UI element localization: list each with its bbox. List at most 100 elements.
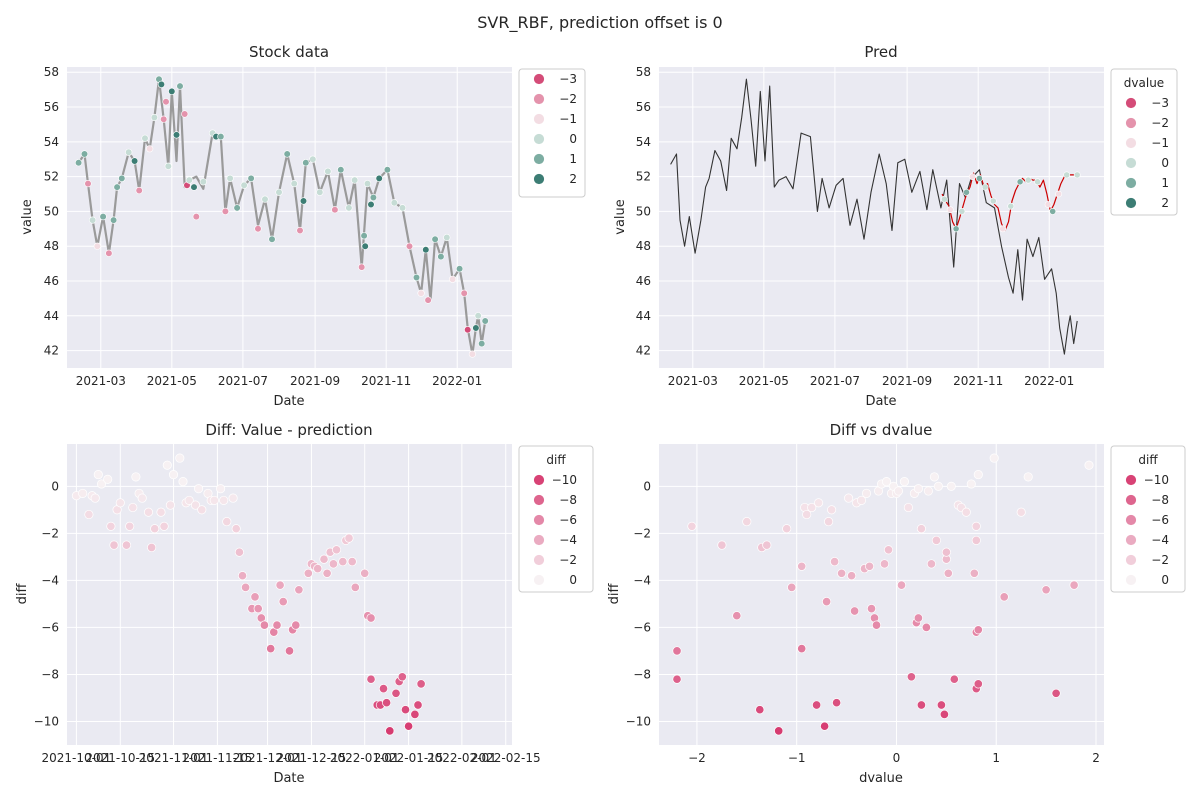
diff-dvalue-point: [943, 568, 953, 578]
pred-point: [976, 174, 983, 182]
pred-point: [1007, 202, 1015, 210]
diff-date-point: [109, 540, 119, 550]
stock-point: [157, 80, 165, 88]
diff-date-point: [322, 568, 332, 578]
diff-dvalue-legend-title: diff: [1138, 453, 1158, 467]
stock-legend-label: 1: [569, 152, 577, 166]
diff-date-point: [90, 493, 100, 503]
diff-date-x-ticks: 2021-10-012021-10-152021-11-012021-11-15…: [42, 751, 541, 765]
diff-dvalue-point: [966, 479, 976, 489]
diff-dvalue-point: [837, 568, 847, 578]
stock-point: [113, 183, 121, 191]
diff-date-point: [378, 684, 389, 694]
stock-point: [181, 110, 189, 118]
pred-prediction-line: [941, 172, 1078, 232]
diff-date-point: [347, 557, 357, 567]
diff-date-chart: 2021-10-012021-10-152021-11-012021-11-15…: [15, 421, 594, 786]
diff-date-point: [253, 604, 263, 614]
stock-point: [164, 162, 172, 170]
diff-date-point: [266, 644, 276, 654]
pred-x-tick-label: 2022-01: [1024, 374, 1074, 388]
diff-dvalue-point: [864, 561, 875, 571]
diff-dvalue-point: [732, 611, 742, 621]
stock-point: [185, 176, 193, 184]
stock-point: [424, 296, 432, 304]
diff-date-point: [194, 484, 204, 494]
diff-dvalue-point: [973, 679, 983, 689]
pred-legend-marker: [1125, 197, 1137, 209]
diff-dvalue-point: [936, 700, 946, 710]
stock-legend: −3 −2 −1 0 1 2: [518, 68, 586, 198]
diff-dvalue-y-tick-label: 0: [643, 479, 651, 493]
diff-dvalue-point: [1041, 585, 1051, 595]
diff-date-point: [294, 585, 304, 595]
stock-point: [316, 188, 324, 196]
stock-point: [168, 87, 176, 95]
stock-point: [481, 317, 489, 325]
diff-dvalue-point: [893, 486, 904, 496]
diff-date-y-label: diff: [15, 583, 30, 605]
pred-y-label: value: [613, 199, 628, 235]
stock-point: [160, 115, 168, 123]
figure-suptitle: SVR_RBF, prediction offset is 0: [477, 13, 722, 33]
diff-dvalue-point: [807, 502, 817, 513]
diff-date-point: [128, 502, 138, 513]
diff-date-point: [241, 582, 251, 592]
diff-date-plot-area: [67, 444, 512, 745]
diff-date-x-tick-label: 2022-01-01: [330, 751, 400, 765]
diff-dvalue-point: [949, 674, 959, 684]
diff-dvalue-point: [871, 620, 882, 630]
diff-date-point: [121, 540, 132, 550]
diff-date-point: [272, 620, 282, 630]
diff-dvalue-point: [916, 524, 926, 534]
pred-point: [958, 207, 966, 215]
stock-point: [283, 150, 291, 158]
diff-dvalue-legend-label: −2: [1151, 553, 1169, 567]
pred-x-tick-label: 2021-11: [953, 374, 1003, 388]
pred-y-ticks: 42 44 46 48 50 52 54 56 58: [636, 65, 651, 357]
stock-point: [290, 180, 298, 188]
diff-date-point: [313, 564, 323, 574]
diff-date-point: [231, 524, 241, 534]
diff-date-legend-marker: [533, 574, 545, 586]
pred-grid: [659, 67, 1104, 368]
diff-date-point: [78, 488, 88, 498]
diff-date-x-tick-label: 2021-10-15: [85, 751, 155, 765]
diff-dvalue-x-tick-label: 1: [992, 751, 1000, 765]
diff-dvalue-point: [929, 472, 939, 482]
stock-point: [417, 289, 425, 297]
diff-date-legend-title: diff: [546, 453, 566, 467]
diff-dvalue-point: [742, 517, 752, 527]
diff-date-point: [184, 495, 194, 505]
stock-x-tick-label: 2021-07: [218, 374, 268, 388]
stock-point: [398, 204, 407, 212]
diff-dvalue-point: [973, 625, 983, 635]
pred-x-label: Date: [865, 394, 896, 409]
diff-date-y-tick-label: −8: [41, 667, 59, 681]
diff-date-legend-label: 0: [569, 573, 577, 587]
stock-point: [190, 183, 198, 191]
pred-legend-label: 2: [1161, 196, 1169, 210]
pred-x-tick-label: 2021-05: [739, 374, 789, 388]
diff-date-point: [360, 568, 370, 578]
diff-date-x-tick-label: 2022-02-01: [427, 751, 497, 765]
stock-point: [302, 159, 310, 167]
diff-dvalue-point: [1084, 460, 1094, 470]
stock-x-tick-label: 2021-11: [361, 374, 411, 388]
diff-dvalue-point: [913, 484, 923, 494]
pred-point: [1049, 207, 1057, 215]
stock-point: [369, 193, 378, 202]
diff-dvalue-legend-label: −6: [1151, 513, 1169, 527]
diff-dvalue-point: [999, 592, 1009, 602]
stock-point: [240, 181, 248, 189]
stock-point: [247, 174, 255, 182]
diff-date-point: [259, 620, 269, 630]
diff-date-point: [96, 479, 107, 489]
diff-date-legend-label: −8: [559, 493, 577, 507]
stock-point: [337, 166, 345, 174]
pred-legend-label: −3: [1151, 96, 1169, 110]
diff-date-point: [228, 493, 238, 503]
diff-date-x-tick-label: 2021-11-01: [139, 751, 209, 765]
diff-dvalue-x-tick-label: 2: [1092, 751, 1100, 765]
stock-point: [199, 178, 207, 186]
